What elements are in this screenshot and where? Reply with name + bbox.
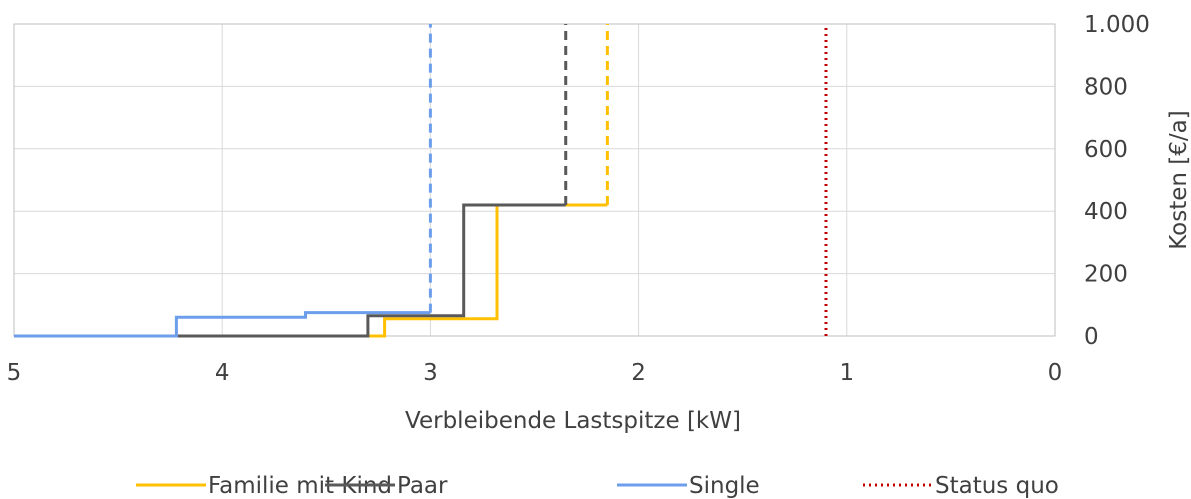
- x-tick-label: 5: [7, 360, 22, 386]
- grid-lines: [13, 23, 1056, 337]
- legend-label-single: Single: [689, 473, 760, 499]
- x-tick-label: 0: [1048, 360, 1063, 386]
- y-tick-label: 800: [1084, 74, 1128, 100]
- y-axis-title: Kosten [€/a]: [1166, 110, 1191, 249]
- x-tick-label: 1: [839, 360, 854, 386]
- series-line-familie-mit-kind: [14, 203, 608, 338]
- x-axis-title: Verbleibende Lastspitze [kW]: [405, 408, 741, 434]
- y-tick-labels: 0 200 400 600 800 1.000: [1084, 12, 1150, 350]
- y-tick-label: 600: [1084, 137, 1128, 163]
- y-tick-label: 200: [1084, 262, 1128, 288]
- legend-label-paar: Paar: [397, 473, 448, 499]
- x-tick-label: 3: [423, 360, 438, 386]
- x-tick-label: 4: [215, 360, 230, 386]
- x-tick-labels: 5 4 3 2 1 0: [7, 360, 1063, 386]
- y-tick-label: 1.000: [1084, 12, 1150, 38]
- series-line-single: [14, 311, 431, 338]
- series-layer: [14, 24, 828, 338]
- plot-area-frame: [13, 23, 1056, 337]
- y-tick-label: 400: [1084, 199, 1128, 225]
- y-tick-label: 0: [1084, 324, 1099, 350]
- x-tick-label: 2: [631, 360, 646, 386]
- series-line-paar: [14, 203, 566, 338]
- legend: Familie mit Kind Paar Single Status quo: [136, 473, 1059, 499]
- legend-label-status-quo: Status quo: [935, 473, 1059, 499]
